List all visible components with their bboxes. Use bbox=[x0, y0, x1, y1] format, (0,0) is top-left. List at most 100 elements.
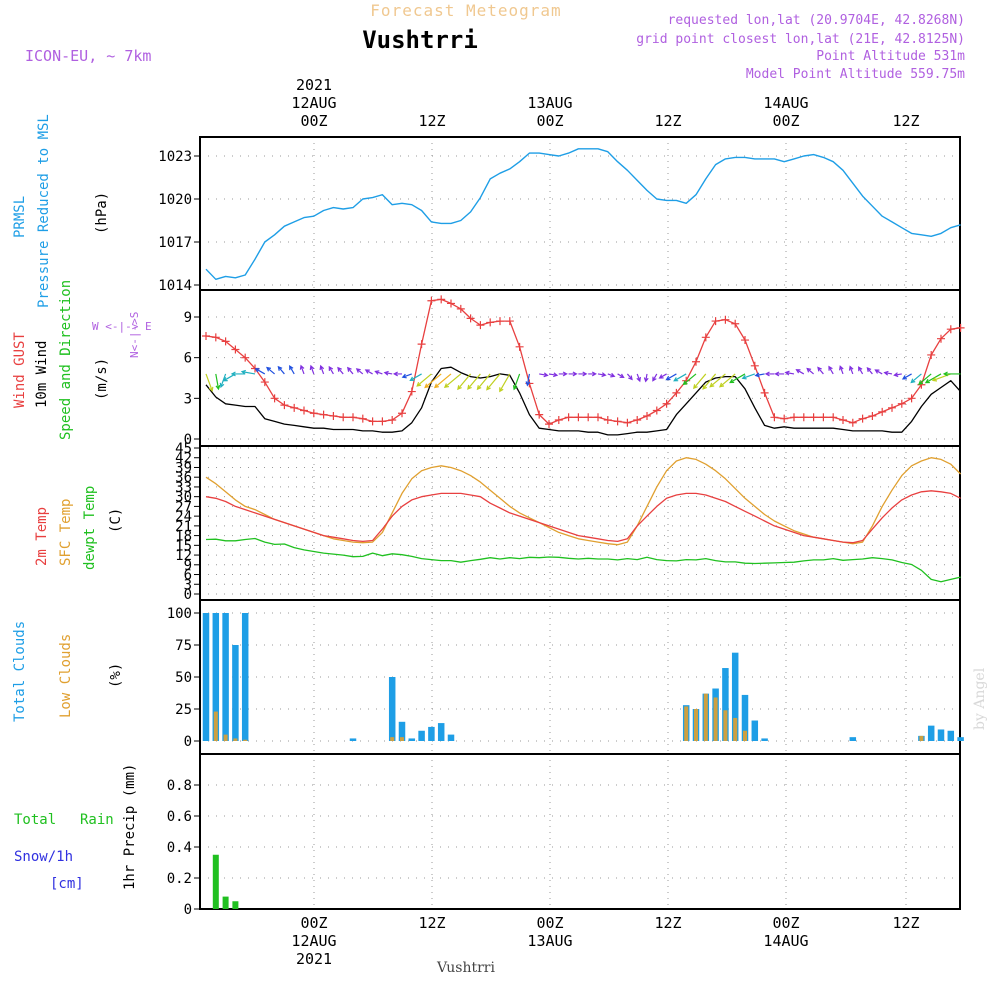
pressure-label-msl: Pressure Reduced to MSL bbox=[36, 114, 52, 308]
top-tick-label-0-2: 00Z bbox=[300, 112, 327, 130]
clouds-panel: 0 25 50 75 100 bbox=[167, 599, 961, 755]
rain-bar bbox=[212, 854, 219, 909]
wind-ytick-label-2: 6 bbox=[184, 351, 192, 367]
temp-ytick-label-8: 24 bbox=[175, 509, 192, 525]
gust-marker bbox=[907, 394, 916, 403]
wind-arrow bbox=[682, 373, 697, 386]
footer-location: Vushtrri bbox=[436, 960, 495, 976]
gust-marker bbox=[672, 388, 681, 397]
top-tick-label-0-1: 12AUG bbox=[291, 94, 336, 112]
clouds-ytick-label-3: 75 bbox=[175, 638, 192, 654]
gust-marker bbox=[741, 336, 749, 345]
temp-ytick-label-13: 39 bbox=[175, 460, 192, 476]
gust-marker bbox=[633, 416, 642, 425]
wind-arrow bbox=[942, 371, 961, 377]
gust-marker bbox=[202, 331, 210, 340]
gust-marker bbox=[848, 418, 857, 427]
wind-arrow bbox=[409, 373, 422, 382]
gust-marker bbox=[956, 323, 965, 332]
temp-ytick-label-11: 33 bbox=[175, 480, 192, 496]
temp-ytick-label-4: 12 bbox=[175, 548, 192, 564]
clouds-ytick-label-1: 25 bbox=[175, 702, 192, 718]
wind-arrow bbox=[643, 373, 649, 383]
gust-marker bbox=[643, 411, 651, 420]
top-tick-label-1-0: 12Z bbox=[418, 112, 445, 130]
total-cloud-bar bbox=[731, 652, 739, 741]
wind-ytick-label-0: 0 bbox=[184, 432, 192, 448]
top-tick-label-5-0: 12Z bbox=[892, 112, 919, 130]
header-requested: requested lon,lat (20.9704E, 42.8268N) bbox=[668, 13, 965, 28]
gust-marker bbox=[447, 299, 455, 308]
wind-arrow bbox=[795, 369, 805, 375]
gust-marker bbox=[496, 317, 504, 326]
temp-labels: 2m Temp SFC Temp dewpt Temp (C) bbox=[34, 486, 124, 570]
total-cloud-bar bbox=[849, 737, 857, 741]
low-cloud-bar bbox=[919, 735, 924, 741]
gust-marker bbox=[927, 350, 936, 359]
wind-label-10m: 10m Wind bbox=[34, 341, 50, 408]
top-tick-label-0-0: 2021 bbox=[296, 76, 332, 94]
wind-arrow bbox=[416, 373, 432, 387]
header-model-alt: Model Point Altitude 559.75m bbox=[746, 67, 965, 82]
clouds-frame bbox=[199, 599, 961, 755]
precip-ytick-label-1: 0.2 bbox=[167, 871, 192, 887]
gust-marker bbox=[878, 407, 887, 416]
gust-marker bbox=[378, 417, 387, 426]
wind-labels: Wind GUST 10m Wind Speed and Direction (… bbox=[12, 280, 152, 440]
bottom-tick-label-2-0: 00Z bbox=[536, 914, 563, 932]
gust-marker bbox=[760, 388, 769, 397]
wind-arrow bbox=[328, 365, 334, 375]
total-cloud-bar bbox=[957, 737, 964, 741]
wind-arrow bbox=[401, 373, 413, 379]
temp-ytick-label-10: 30 bbox=[175, 490, 192, 506]
gust-marker bbox=[456, 304, 465, 313]
top-tick-label-2-0: 13AUG bbox=[527, 94, 572, 112]
pressure-labels: PRMSL Pressure Reduced to MSL (hPa) bbox=[12, 114, 110, 308]
precip-ytick-label-2: 0.4 bbox=[167, 840, 192, 856]
low-cloud-bar bbox=[243, 739, 248, 741]
gust-marker bbox=[594, 413, 602, 422]
gust-marker bbox=[358, 414, 367, 423]
pressure-label-prmsl: PRMSL bbox=[12, 196, 28, 238]
total-cloud-bar bbox=[232, 645, 239, 741]
gust-marker bbox=[515, 342, 524, 351]
precip-label-total: Total bbox=[14, 812, 56, 828]
bottom-tick-label-0-0: 00Z bbox=[300, 914, 327, 932]
total-cloud-bar bbox=[202, 613, 210, 741]
temp-label-2m: 2m Temp bbox=[34, 507, 50, 566]
wind-arrow bbox=[205, 373, 214, 392]
gust-markers bbox=[202, 295, 965, 429]
total-cloud-bar bbox=[761, 738, 768, 741]
wind-ytick-label-3: 9 bbox=[184, 310, 192, 326]
total-cloud-bar bbox=[408, 738, 416, 741]
wind-arrow bbox=[828, 365, 834, 375]
gust-marker bbox=[260, 378, 269, 387]
wind-arrow bbox=[658, 373, 667, 379]
wind-arrow bbox=[230, 371, 246, 377]
total-cloud-bar bbox=[447, 734, 455, 741]
gust-marker bbox=[388, 416, 397, 425]
wind-arrow bbox=[254, 368, 266, 375]
top-tick-label-3-0: 12Z bbox=[654, 112, 681, 130]
gust-marker bbox=[839, 416, 847, 425]
wind-arrow bbox=[467, 373, 481, 390]
temp-ytick-label-5: 15 bbox=[175, 538, 192, 554]
wind-arrow bbox=[924, 373, 942, 384]
wind-arrow bbox=[457, 373, 472, 391]
wind-arrow bbox=[355, 368, 364, 375]
clouds-ytick-label-2: 50 bbox=[175, 670, 192, 686]
rain-bar bbox=[232, 901, 239, 909]
header-gridpoint: grid point closest lon,lat (21E, 42.8125… bbox=[636, 32, 965, 47]
gust-marker bbox=[211, 333, 220, 342]
wind-arrow bbox=[931, 373, 952, 382]
wind-arrow bbox=[476, 373, 491, 391]
precip-label-snow: Snow/1h bbox=[14, 849, 73, 865]
wind-arrow bbox=[910, 373, 922, 384]
watermark: by Angel bbox=[972, 667, 988, 730]
temp-ytick-label-0: 0 bbox=[184, 587, 192, 603]
wind-arrow bbox=[901, 373, 912, 380]
pressure-line bbox=[205, 148, 961, 280]
wind-arrow bbox=[774, 371, 785, 377]
